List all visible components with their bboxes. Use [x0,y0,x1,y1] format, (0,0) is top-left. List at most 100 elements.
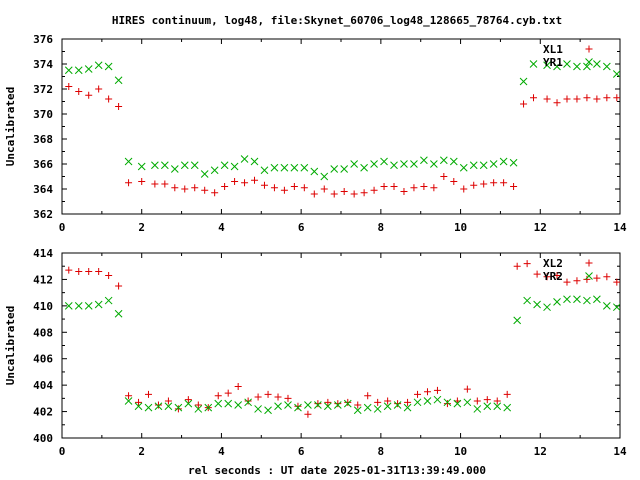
yr2-point [543,303,551,312]
yr2-point [234,401,243,409]
yr1-point [220,161,229,170]
yr2-point [84,302,93,310]
legend-marker [585,45,593,53]
yr1-point [240,155,249,163]
xl2-point [433,386,441,394]
xl2-point [334,400,342,408]
yr2-point [473,405,482,413]
yr2-point [513,316,522,325]
yr1-point [104,62,113,71]
yr2-point [493,402,502,411]
yr1-point [459,163,468,172]
yr2-point [184,399,193,408]
xl1-point [95,85,103,93]
legend-marker [585,58,593,66]
x-tick-label: 10 [454,445,467,458]
xl2-point [264,390,272,398]
yr2-point [403,403,412,412]
top-panel: 0 2 4 6 8 10 12 14 362 364 366 368 370 372 374 376 Uncal… [4,33,627,234]
yr2-point [214,399,223,408]
xl1-point [510,183,518,190]
xl2-point [125,392,133,400]
yr2-point [274,402,282,411]
yr2-point [503,403,512,412]
yr2-point [373,405,382,413]
xl1-point [105,95,113,103]
xl2-point [354,401,362,409]
xl2-point [135,398,143,406]
yr2-point [254,405,262,413]
xl1-point [138,178,146,185]
xl2-point [85,268,93,275]
yr2-point [383,402,392,411]
xl1-point [221,183,229,190]
xl2-point [613,278,620,286]
x-tick-label: 6 [298,445,305,458]
yr2-point [343,399,352,408]
xl1-point [450,178,458,185]
xl1-point [320,185,328,193]
yr1-point [602,62,611,71]
xl1-point [171,184,179,192]
xl1-point [181,185,189,193]
yr1-point [583,62,591,71]
yr1-point [390,161,398,170]
yr1-point [190,161,199,170]
xl2-point [324,398,332,406]
xl2-point [65,266,73,274]
yr1-point [420,156,428,165]
xl1-point [430,184,438,192]
yr1-point [543,61,551,70]
y-tick-label: 376 [33,33,53,46]
x-tick-label: 6 [298,221,305,234]
yr1-point [340,165,349,173]
xl2-point [563,278,571,286]
x-tick-label: 2 [138,221,145,234]
yr1-point [400,160,408,168]
yr2-point [612,303,620,312]
yr2-point [533,300,541,309]
yr1-point [160,161,169,170]
xl1-point [613,94,620,102]
yr2-point [244,398,252,407]
xl2-point [573,277,581,285]
yr2-point [174,403,183,412]
x-tick-label: 4 [218,221,225,234]
yr2-point [453,399,462,408]
y-tick-label: 366 [33,158,53,171]
yr2-point [204,403,213,412]
y-tick-label: 368 [33,133,53,146]
xl2-point [543,273,551,281]
yr1-point [499,157,508,166]
xl2-point [404,398,412,406]
yr2-point [264,406,272,415]
xl1-point [161,180,169,188]
x-tick-label: 8 [378,445,385,458]
x-tick-label: 12 [534,445,547,458]
yr2-point [423,397,432,405]
yr2-point [294,403,302,412]
yr2-point [224,399,233,408]
yr2-point [363,403,372,412]
xl2-point [194,401,202,409]
xl1-point [563,95,571,103]
xl2-point [423,388,431,396]
yr1-point [469,161,478,170]
legend-label: XL2 [543,257,563,270]
yr2-point [553,298,561,306]
xl2-point [244,397,252,405]
data-points-group [64,60,620,198]
xl2-point [374,398,382,406]
yr2-point [483,402,492,411]
yr2-point [353,406,362,415]
xl1-point [420,183,428,190]
xl1-point [500,179,508,187]
xl2-point [234,382,242,390]
xl2-point [583,275,591,283]
yr1-point [310,167,319,176]
xl1-point [470,181,478,189]
xl1-point [520,100,528,108]
xl1-point [270,184,278,192]
xl2-point [105,271,113,279]
